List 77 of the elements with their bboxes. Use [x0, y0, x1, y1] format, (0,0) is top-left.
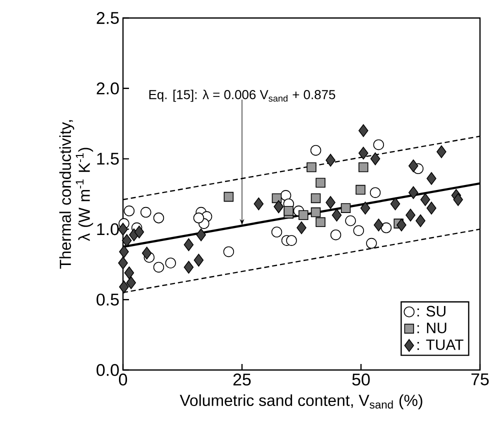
point: [420, 193, 430, 206]
point: [271, 226, 282, 238]
point: [358, 146, 368, 160]
point: [134, 226, 144, 238]
point: [453, 193, 463, 206]
point: [306, 162, 316, 172]
point: [298, 210, 308, 220]
point: [358, 124, 368, 138]
point: [140, 206, 152, 218]
point: [296, 221, 306, 234]
point: [184, 260, 194, 274]
y-tick-label: 0.0: [96, 364, 119, 376]
point: [193, 212, 204, 224]
point: [142, 246, 152, 260]
point: [380, 222, 392, 234]
point: [326, 154, 336, 167]
point: [360, 202, 370, 214]
point: [310, 144, 322, 156]
point: [284, 206, 294, 216]
x-tick-label: 25: [233, 374, 251, 386]
point: [124, 266, 134, 280]
legend-label: : TUAT: [417, 340, 464, 350]
point: [426, 202, 436, 214]
point: [406, 208, 416, 222]
point: [165, 258, 176, 268]
point: [196, 228, 206, 242]
legend-label: : NU: [417, 322, 446, 334]
point: [356, 184, 366, 195]
point: [416, 214, 426, 228]
x-tick-label: 0: [118, 374, 128, 386]
point: [310, 207, 321, 218]
point: [223, 246, 234, 258]
point: [330, 229, 342, 240]
point: [316, 178, 326, 188]
point: [426, 172, 436, 185]
annotation: Eq. [15]: λ = 0.006 V$_{sand}$ + 0.875: [149, 90, 336, 102]
point: [358, 162, 368, 172]
point: [286, 235, 297, 246]
y-tick-label: 1.5: [97, 152, 119, 165]
point: [390, 197, 400, 210]
point: [224, 192, 234, 202]
point: [310, 193, 321, 204]
point: [316, 217, 326, 228]
point: [353, 225, 364, 236]
y-tick-label: 2.5: [96, 12, 119, 24]
point: [332, 208, 342, 222]
point: [374, 218, 384, 232]
y-tick-label: 1.0: [97, 223, 119, 236]
point: [124, 206, 135, 216]
y-tick-label: 0.5: [96, 294, 119, 306]
point: [119, 280, 129, 294]
x-tick-label: 75: [471, 374, 489, 386]
point: [340, 203, 351, 213]
point: [184, 238, 194, 252]
point: [153, 262, 164, 273]
point: [366, 238, 377, 249]
point: [122, 234, 132, 247]
x-tick-label: 50: [352, 374, 370, 386]
legend-label: : SU: [417, 306, 446, 316]
point: [194, 254, 204, 267]
point: [370, 152, 380, 166]
point: [370, 187, 381, 198]
point: [408, 186, 418, 199]
point: [119, 245, 129, 258]
point: [345, 215, 356, 226]
point: [118, 256, 128, 270]
point: [153, 212, 164, 224]
y-tick-label: 2.0: [96, 82, 119, 94]
point: [126, 276, 136, 290]
point: [326, 196, 336, 209]
point: [408, 159, 418, 172]
point: [396, 218, 406, 232]
point: [118, 222, 128, 236]
point: [254, 197, 264, 210]
point: [436, 145, 446, 158]
point: [373, 139, 384, 150]
x-axis-title: Volumetric sand content, V$_{sand}$ (%): [180, 394, 422, 410]
